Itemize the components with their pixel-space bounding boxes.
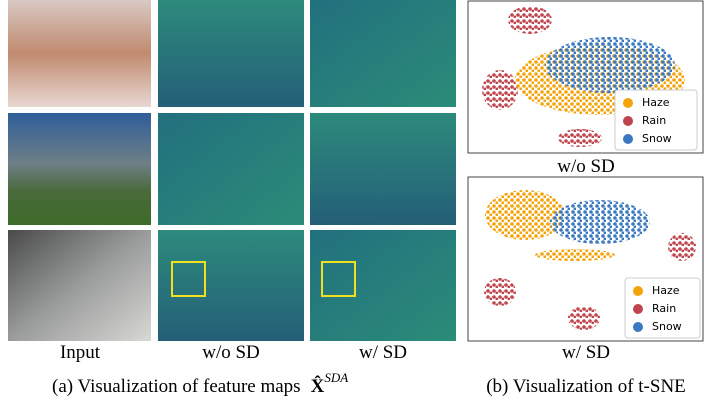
cluster (535, 249, 615, 261)
legend-swatch (623, 116, 633, 126)
input-image (8, 0, 151, 107)
cluster (508, 6, 552, 34)
cluster (484, 278, 516, 306)
caption-text: (a) Visualization of feature maps (52, 376, 301, 397)
feature-map (158, 230, 304, 341)
caption-a: (a) Visualization of feature maps X̂SDA (52, 370, 348, 397)
cluster (668, 233, 696, 261)
column-label: Input (60, 342, 101, 363)
cluster (550, 200, 650, 244)
column-label: w/ SD (359, 342, 407, 363)
legend-swatch (633, 322, 643, 332)
legend-label: Rain (652, 302, 676, 315)
legend-label: Rain (642, 114, 666, 127)
legend-label: Snow (652, 320, 682, 333)
legend-swatch (623, 98, 633, 108)
plot-label: w/o SD (557, 156, 615, 177)
caption-superscript: SDA (324, 370, 348, 385)
column-label: w/o SD (202, 342, 260, 363)
cluster (545, 37, 675, 93)
legend-swatch (623, 134, 633, 144)
feature-map (310, 0, 456, 107)
feature-map (310, 230, 456, 341)
plot-label: w/ SD (562, 342, 610, 363)
legend-label: Haze (652, 284, 680, 297)
figure: Haze Rain Snow w/o SD Haze Rain Snow w/ … (0, 0, 712, 406)
input-image (8, 113, 151, 225)
image-grid (8, 0, 456, 341)
tsne-plot: Haze Rain Snow w/ SD (468, 177, 703, 363)
caption-b: (b) Visualization of t-SNE (486, 376, 686, 397)
caption-symbol: X̂ (311, 376, 325, 397)
tsne-plot: Haze Rain Snow w/o SD (468, 1, 703, 177)
cluster (558, 129, 602, 147)
input-image (8, 230, 151, 341)
cluster (482, 70, 518, 110)
feature-map (158, 0, 304, 107)
legend-label: Snow (642, 132, 672, 145)
legend-label: Haze (642, 96, 670, 109)
cluster (568, 306, 600, 330)
feature-map (310, 113, 456, 225)
legend-swatch (633, 286, 643, 296)
legend-swatch (633, 304, 643, 314)
feature-map (158, 113, 304, 225)
